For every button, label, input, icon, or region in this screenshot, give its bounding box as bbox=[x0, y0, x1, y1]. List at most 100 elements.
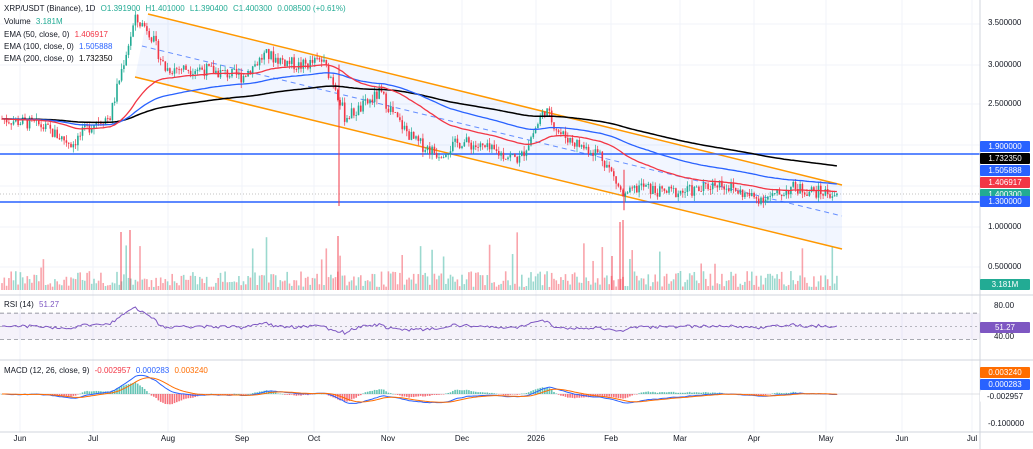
macd-histogram-bar bbox=[672, 391, 675, 394]
volume-legend[interactable]: Volume 3.181M bbox=[4, 17, 63, 27]
macd-histogram-bar bbox=[663, 392, 666, 394]
macd-histogram-bar bbox=[454, 389, 456, 394]
macd-histogram-bar bbox=[461, 390, 463, 394]
macd-histogram-bar bbox=[527, 392, 530, 394]
candle-body bbox=[700, 190, 702, 192]
macd-histogram-bar bbox=[783, 393, 785, 394]
macd-histogram-bar bbox=[387, 392, 390, 394]
candle-body bbox=[608, 164, 610, 168]
candle-body bbox=[159, 59, 162, 60]
volume-bar bbox=[376, 286, 378, 290]
candle-body bbox=[590, 152, 592, 154]
volume-bar bbox=[215, 282, 217, 290]
candle-body bbox=[360, 105, 362, 112]
volume-bar bbox=[146, 279, 148, 290]
candle-body bbox=[235, 68, 238, 75]
candle-body bbox=[808, 191, 811, 196]
price-axis-label: 3.500000 bbox=[988, 18, 1022, 27]
macd-histogram-bar bbox=[684, 392, 686, 394]
macd-histogram-bar bbox=[424, 394, 426, 397]
macd-histogram-bar bbox=[127, 384, 130, 394]
macd-histogram-bar bbox=[438, 394, 440, 395]
rsi-legend[interactable]: RSI (14) 51.27 bbox=[4, 300, 59, 310]
volume-bar bbox=[537, 273, 539, 290]
macd-histogram-bar bbox=[449, 392, 452, 394]
macd-histogram-bar bbox=[470, 391, 472, 394]
candle-body bbox=[309, 59, 311, 69]
macd-histogram-bar bbox=[760, 394, 762, 396]
candle-body bbox=[755, 197, 758, 199]
candle-body bbox=[116, 83, 118, 102]
descending-channel bbox=[134, 13, 843, 250]
volume-bar bbox=[93, 278, 95, 290]
volume-bar bbox=[127, 277, 130, 290]
macd-histogram-bar bbox=[562, 394, 564, 397]
volume-bar bbox=[28, 279, 31, 290]
candle-body bbox=[475, 145, 477, 148]
candle-body bbox=[389, 106, 392, 112]
candle-body bbox=[109, 118, 111, 121]
volume-bar bbox=[240, 285, 242, 290]
volume-bar bbox=[212, 286, 215, 290]
symbol-title[interactable]: XRP/USDT (Binance), 1D bbox=[4, 4, 96, 13]
macd-histogram-bar bbox=[686, 392, 689, 394]
candle-body bbox=[304, 59, 307, 64]
volume-bar bbox=[447, 278, 449, 290]
macd-histogram-bar bbox=[463, 390, 466, 394]
candle-body bbox=[357, 105, 360, 116]
candle-body bbox=[81, 127, 84, 136]
volume-spike bbox=[619, 222, 621, 290]
candle-body bbox=[447, 154, 449, 155]
volume-bar bbox=[771, 275, 774, 290]
channel-fill bbox=[135, 14, 842, 249]
macd-histogram-bar bbox=[346, 394, 348, 402]
candle-body bbox=[148, 31, 150, 38]
macd-legend[interactable]: MACD (12, 26, close, 9) -0.002957 0.0002… bbox=[4, 366, 208, 376]
volume-bar bbox=[829, 285, 831, 290]
candle-body bbox=[44, 123, 47, 130]
ema200-legend[interactable]: EMA (200, close, 0) 1.732350 bbox=[4, 54, 112, 64]
ema50-legend[interactable]: EMA (50, close, 0) 1.406917 bbox=[4, 30, 108, 40]
ema100-legend[interactable]: EMA (100, close, 0) 1.505888 bbox=[4, 42, 112, 52]
volume-bar bbox=[348, 281, 351, 290]
candle-body bbox=[169, 68, 171, 74]
volume-bar bbox=[173, 281, 176, 290]
macd-histogram-bar bbox=[74, 394, 77, 396]
candle-body bbox=[636, 185, 638, 193]
volume-bar bbox=[613, 280, 615, 290]
macd-histogram-bar bbox=[530, 391, 532, 394]
ema200-label: EMA (200, close, 0) bbox=[4, 54, 74, 63]
candle-body bbox=[504, 158, 507, 160]
volume-bar bbox=[610, 275, 613, 290]
candle-body bbox=[640, 183, 643, 186]
volume-bar bbox=[277, 286, 279, 290]
volume-bar bbox=[507, 280, 509, 290]
volume-bar bbox=[693, 271, 696, 290]
candle-body bbox=[797, 189, 799, 194]
volume-bar bbox=[824, 275, 827, 290]
volume-bar bbox=[665, 273, 668, 290]
volume-bar bbox=[626, 286, 629, 290]
candle-body bbox=[311, 59, 314, 63]
candle-body bbox=[408, 131, 410, 140]
volume-bar bbox=[424, 272, 426, 290]
candle-body bbox=[406, 125, 408, 132]
volume-bar bbox=[157, 285, 160, 290]
candle-body bbox=[155, 35, 157, 41]
volume-bar bbox=[399, 272, 401, 290]
candle-body bbox=[822, 194, 824, 196]
macd-histogram-bar bbox=[364, 392, 367, 394]
volume-bar bbox=[12, 280, 15, 290]
volume-bar bbox=[72, 278, 75, 290]
price-tag: 1.732350 bbox=[980, 153, 1030, 164]
volume-bar bbox=[311, 277, 314, 290]
candle-body bbox=[323, 59, 325, 62]
volume-bar bbox=[744, 281, 746, 290]
candle-body bbox=[502, 152, 505, 159]
candle-body bbox=[284, 59, 286, 67]
candle-body bbox=[659, 186, 661, 197]
macd-histogram-bar bbox=[580, 394, 583, 398]
volume-bar bbox=[803, 277, 806, 290]
volume-bar bbox=[109, 284, 111, 290]
